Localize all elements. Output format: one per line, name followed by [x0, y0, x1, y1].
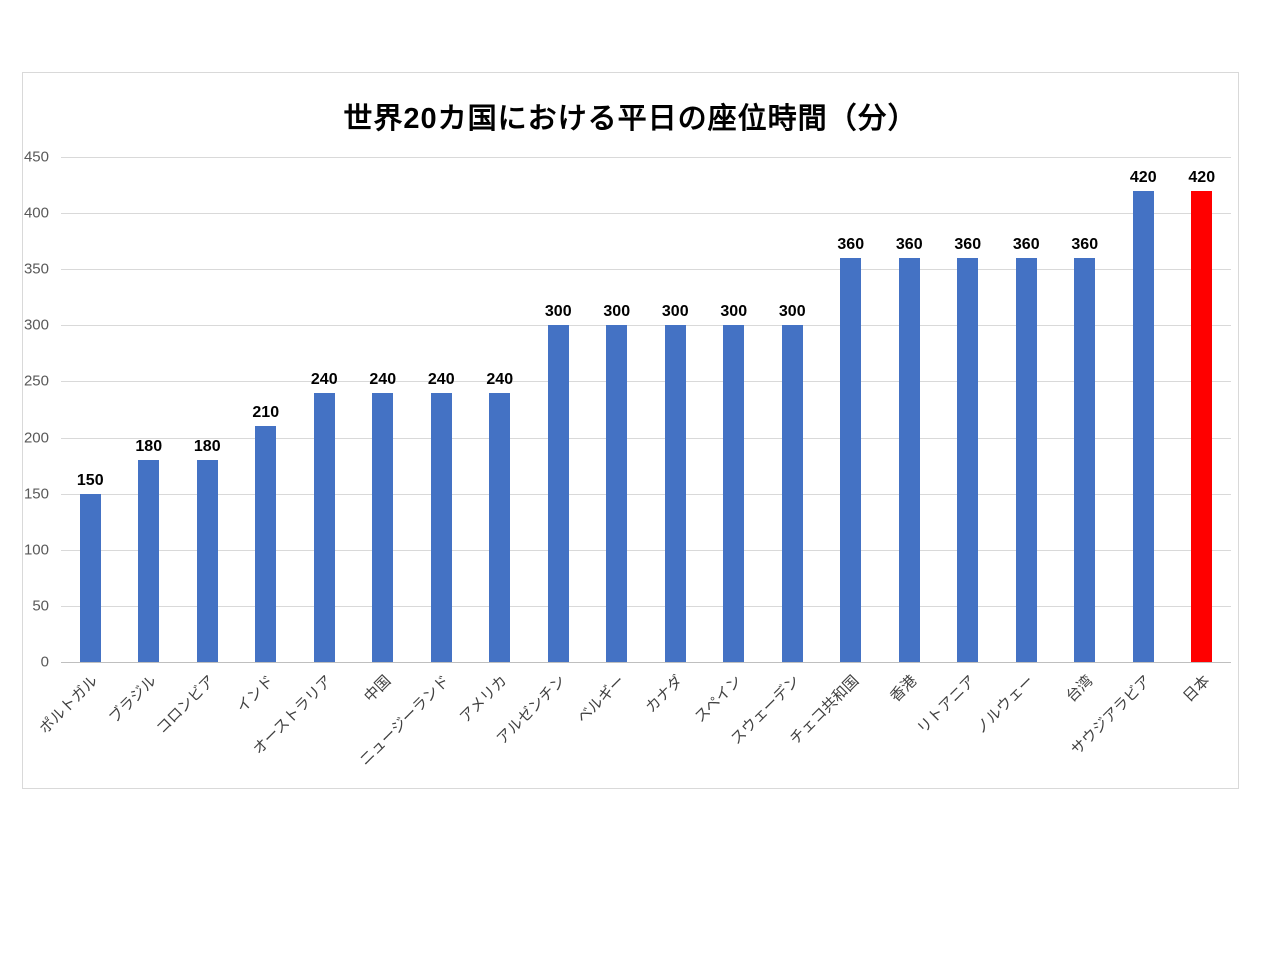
category-label: スペイン: [691, 672, 746, 726]
gridline: [61, 550, 1231, 551]
gridline: [61, 269, 1231, 270]
bar-slot: 300: [705, 157, 764, 662]
bar-slot: 300: [763, 157, 822, 662]
bar: [79, 493, 101, 662]
gridline: [61, 381, 1231, 382]
bar: [372, 392, 394, 662]
bar: [547, 325, 569, 662]
value-axis-tick-label: 350: [23, 260, 49, 278]
bar-slot: 360: [822, 157, 881, 662]
bar: [840, 258, 862, 662]
category-label: 中国: [360, 672, 395, 706]
bar-highlighted: [1191, 190, 1213, 662]
bar: [1132, 190, 1154, 662]
bar: [138, 460, 160, 662]
bar: [957, 258, 979, 662]
bars-container: 150 180 180 210 240 240 240 240 300 300 300 300 300 3…: [61, 157, 1231, 662]
category-label: 台湾: [1062, 672, 1097, 706]
bar-slot: 360: [939, 157, 998, 662]
gridline: [61, 606, 1231, 607]
bar-value-label: 300: [603, 303, 631, 321]
bar-slot: 180: [120, 157, 179, 662]
bar-value-label: 240: [486, 370, 514, 388]
bar-slot: 300: [646, 157, 705, 662]
gridline: [61, 438, 1231, 439]
value-axis-tick-label: 300: [23, 316, 49, 334]
category-label: カナダ: [642, 672, 687, 717]
bar: [781, 325, 803, 662]
bar-slot: 420: [1173, 157, 1232, 662]
bar-slot: 240: [471, 157, 530, 662]
category-label: ポルトガル: [36, 672, 102, 738]
category-label: ブラジル: [105, 672, 161, 727]
bar-slot: 240: [412, 157, 471, 662]
bar: [664, 325, 686, 662]
category-axis: ポルトガル ブラジル コロンビア インド オーストラリア 中国 ニュージーランド アメリカ アル…: [36, 663, 1231, 788]
bar-slot: 210: [237, 157, 296, 662]
bar-value-label: 300: [661, 303, 689, 321]
value-axis-tick-label: 450: [23, 148, 49, 166]
value-axis-tick-label: 50: [32, 597, 49, 615]
chart-title: 世界20カ国における平日の座位時間（分）: [343, 103, 918, 135]
gridline: [61, 213, 1231, 214]
bar-value-label: 360: [895, 236, 923, 253]
bar: [313, 392, 335, 662]
bar-value-label: 180: [193, 438, 221, 455]
bar-value-label: 180: [135, 438, 163, 455]
category-label: インド: [233, 672, 278, 717]
bar-value-label: 360: [954, 236, 982, 253]
bar-value-label: 240: [369, 370, 397, 388]
category-label: ノルウェー: [972, 672, 1038, 738]
bar-slot: 360: [997, 157, 1056, 662]
plot-area: 150 180 180 210 240 240 240 240 300 300 300 300 300 3…: [24, 150, 1231, 670]
bar: [489, 392, 511, 662]
value-axis-tick-label: 250: [23, 372, 49, 390]
category-label: 日本: [1179, 672, 1214, 706]
bar-value-label: 360: [1071, 236, 1099, 253]
bar: [606, 325, 628, 662]
bar-value-label: 240: [427, 370, 455, 388]
bar-slot: 360: [880, 157, 939, 662]
bar-slot: 300: [529, 157, 588, 662]
bar: [1074, 258, 1096, 662]
value-axis-tick-label: 150: [23, 485, 49, 503]
bar-value-label: 420: [1129, 168, 1157, 186]
value-axis-tick-label: 0: [40, 653, 49, 671]
category-label: コロンビア: [153, 672, 219, 738]
bar-value-label: 210: [252, 404, 280, 422]
value-axis-tick-label: 200: [23, 429, 49, 447]
bar-slot: 360: [1056, 157, 1115, 662]
bar-slot: 180: [178, 157, 237, 662]
bar-value-label: 150: [76, 471, 104, 489]
bar-slot: 240: [354, 157, 413, 662]
bar-value-label: 420: [1188, 168, 1216, 186]
bar: [1015, 258, 1037, 662]
bar-slot: 150: [61, 157, 120, 662]
value-axis-tick-label: 400: [23, 204, 49, 222]
value-axis-tick-label: 100: [23, 541, 49, 559]
bar-value-label: 240: [310, 370, 338, 388]
bar-value-label: 300: [720, 303, 748, 321]
gridline: [61, 157, 1231, 158]
bar-value-label: 300: [544, 303, 572, 321]
gridline: [61, 325, 1231, 326]
bar-slot: 240: [295, 157, 354, 662]
category-label: リトアニア: [914, 672, 980, 738]
bar-slot: 420: [1114, 157, 1173, 662]
bar-value-label: 360: [837, 236, 865, 253]
bar: [196, 460, 218, 662]
category-label: 香港: [887, 672, 921, 706]
bar-value-label: 360: [1012, 236, 1040, 253]
chart-frame: 世界20カ国における平日の座位時間（分） 150 180 180 210 240 240 2…: [22, 72, 1239, 789]
bar-slot: 300: [588, 157, 647, 662]
bar-value-label: 300: [778, 303, 806, 321]
bar: [430, 392, 452, 662]
bar: [723, 325, 745, 662]
bar: [255, 426, 277, 662]
category-label: アメリカ: [457, 672, 512, 727]
gridlines: [61, 157, 1231, 662]
bar: [898, 258, 920, 662]
gridline: [61, 494, 1231, 495]
category-label: ベルギー: [573, 672, 629, 727]
